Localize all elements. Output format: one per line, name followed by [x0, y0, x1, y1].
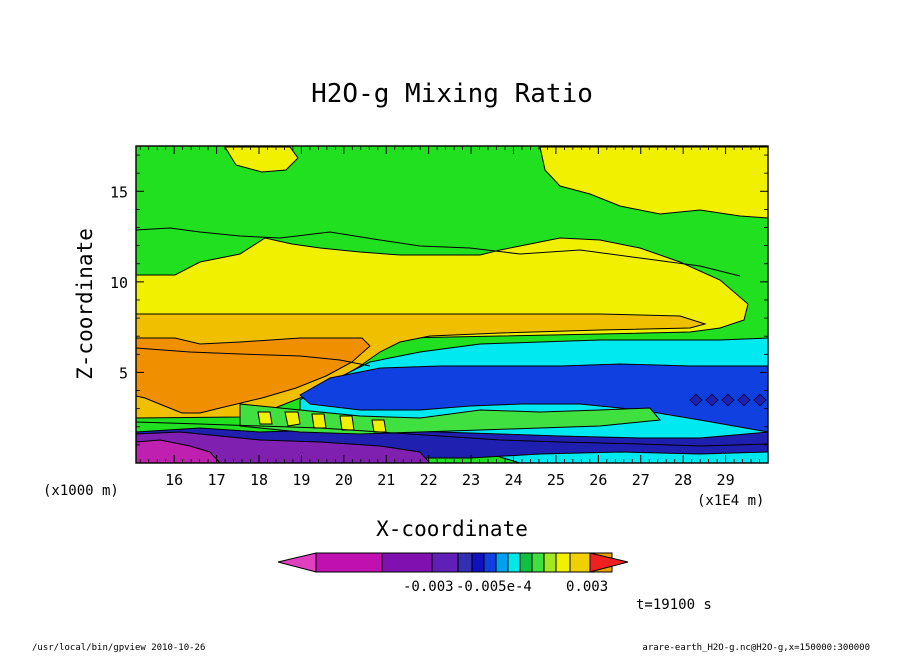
yellow-band [135, 237, 749, 339]
x-tick-label: 27 [632, 471, 650, 489]
y-tick-label: 10 [110, 274, 128, 292]
y-tick-label: 15 [110, 183, 128, 201]
y-axis: 5 10 15 [110, 154, 768, 446]
x-tick-label: 23 [462, 471, 480, 489]
plot-area [135, 145, 769, 464]
colorbar-segment [507, 552, 521, 573]
contour-line-upper [135, 227, 741, 277]
x-tick-label: 26 [589, 471, 607, 489]
chart-title: H2O-g Mixing Ratio [311, 79, 593, 109]
footer-right: arare-earth_H2O-g.nc@H2O-g,x=150000:3000… [642, 643, 870, 653]
footer-left: /usr/local/bin/gpview 2010-10-26 [32, 643, 205, 653]
colorbar-segment [543, 552, 557, 573]
x-tick-label: 29 [717, 471, 735, 489]
time-label: t=19100 s [636, 597, 712, 613]
x-tick-label: 20 [335, 471, 353, 489]
colorbar-upper-triangle [589, 552, 629, 573]
x-tick-label: 28 [674, 471, 692, 489]
y-tick-label: 5 [119, 364, 128, 382]
colorbar-label-0: -0.003 [403, 579, 454, 595]
plot-frame [135, 145, 769, 464]
x-scale-label: (x1E4 m) [697, 493, 764, 509]
contour-line-mid [135, 347, 371, 367]
contour-line-lower [135, 421, 769, 447]
colorbar-segment [381, 552, 433, 573]
colorbar-label-1: -0.005e-4 [456, 579, 532, 595]
x-tick-label: 16 [165, 471, 183, 489]
colorbar-segment [495, 552, 509, 573]
colorbar-segment [315, 552, 383, 573]
colorbar-segment [569, 552, 591, 573]
x-tick-label: 18 [250, 471, 268, 489]
y-axis-title: Z-coordinate [73, 228, 97, 380]
x-tick-label: 25 [547, 471, 565, 489]
colorbar-lower-triangle [277, 552, 317, 573]
colorbar-segment [471, 552, 485, 573]
x-tick-label: 22 [420, 471, 438, 489]
colorbar-segment [555, 552, 571, 573]
colorbar-segment [431, 552, 459, 573]
colorbar-segment [519, 552, 533, 573]
x-tick-label: 17 [208, 471, 226, 489]
x-tick-label: 19 [292, 471, 310, 489]
colorbar-segment [483, 552, 497, 573]
colorbar-segment [531, 552, 545, 573]
x-axis-title: X-coordinate [376, 517, 528, 541]
colorbar [277, 552, 629, 573]
x-tick-label: 24 [504, 471, 522, 489]
y-scale-label: (x1000 m) [43, 483, 119, 499]
colorbar-label-2: 0.003 [566, 579, 608, 595]
dark-wave-diamonds [689, 393, 767, 407]
x-axis: 16 17 18 19 20 21 22 23 24 25 26 27 28 29 [139, 146, 760, 489]
colorbar-segment [457, 552, 473, 573]
top-left-yellow-patch [224, 146, 299, 173]
x-tick-label: 21 [377, 471, 395, 489]
